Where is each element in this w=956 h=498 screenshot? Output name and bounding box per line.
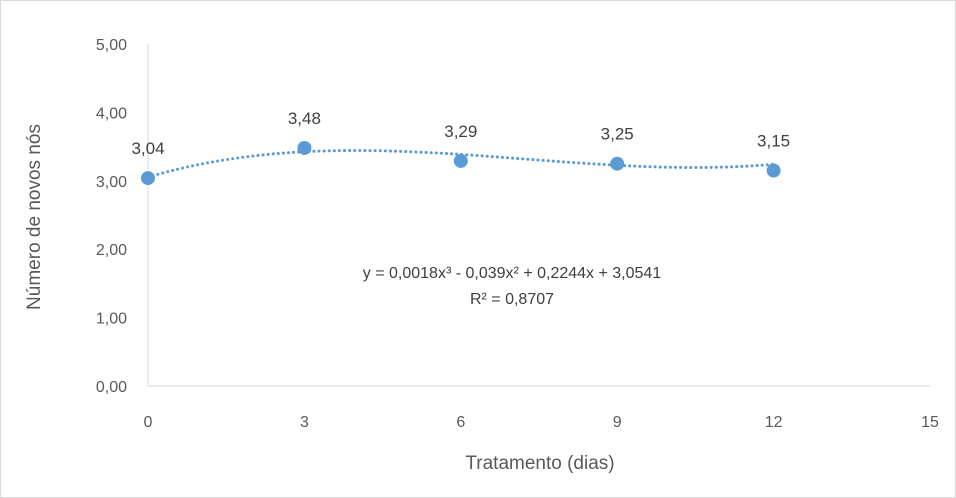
x-tick-label: 9 [613,414,622,431]
x-tick-label: 0 [144,414,153,431]
trendline-r-squared: R² = 0,8707 [470,291,554,308]
data-point [766,163,781,178]
x-tick-label: 6 [456,414,465,431]
data-point [297,140,312,155]
x-axis-ticks: 0 3 6 9 12 15 [144,414,939,431]
y-tick-label: 3,00 [96,174,127,191]
x-axis-title: Tratamento (dias) [465,453,614,474]
x-tick-label: 12 [765,414,783,431]
y-tick-label: 0,00 [96,379,127,396]
y-tick-label: 5,00 [96,37,127,54]
data-label: 3,15 [757,132,790,151]
data-label: 3,29 [444,122,477,141]
data-point [453,153,468,168]
y-axis-ticks: 0,00 1,00 2,00 3,00 4,00 5,00 [96,37,127,396]
data-point [610,156,625,171]
trendline-equation: y = 0,0018x³ - 0,039x² + 0,2244x + 3,054… [363,265,662,282]
y-tick-label: 2,00 [96,242,127,259]
data-points [141,140,781,186]
x-tick-label: 15 [921,414,939,431]
y-tick-label: 4,00 [96,105,127,122]
y-axis-title: Número de novos nós [24,124,45,310]
data-label: 3,25 [601,125,634,144]
data-labels: 3,04 3,48 3,29 3,25 3,15 [131,109,790,158]
y-tick-label: 1,00 [96,311,127,328]
data-label: 3,04 [131,139,164,158]
x-tick-label: 3 [300,414,309,431]
data-point [141,171,155,186]
data-label: 3,48 [288,109,321,128]
